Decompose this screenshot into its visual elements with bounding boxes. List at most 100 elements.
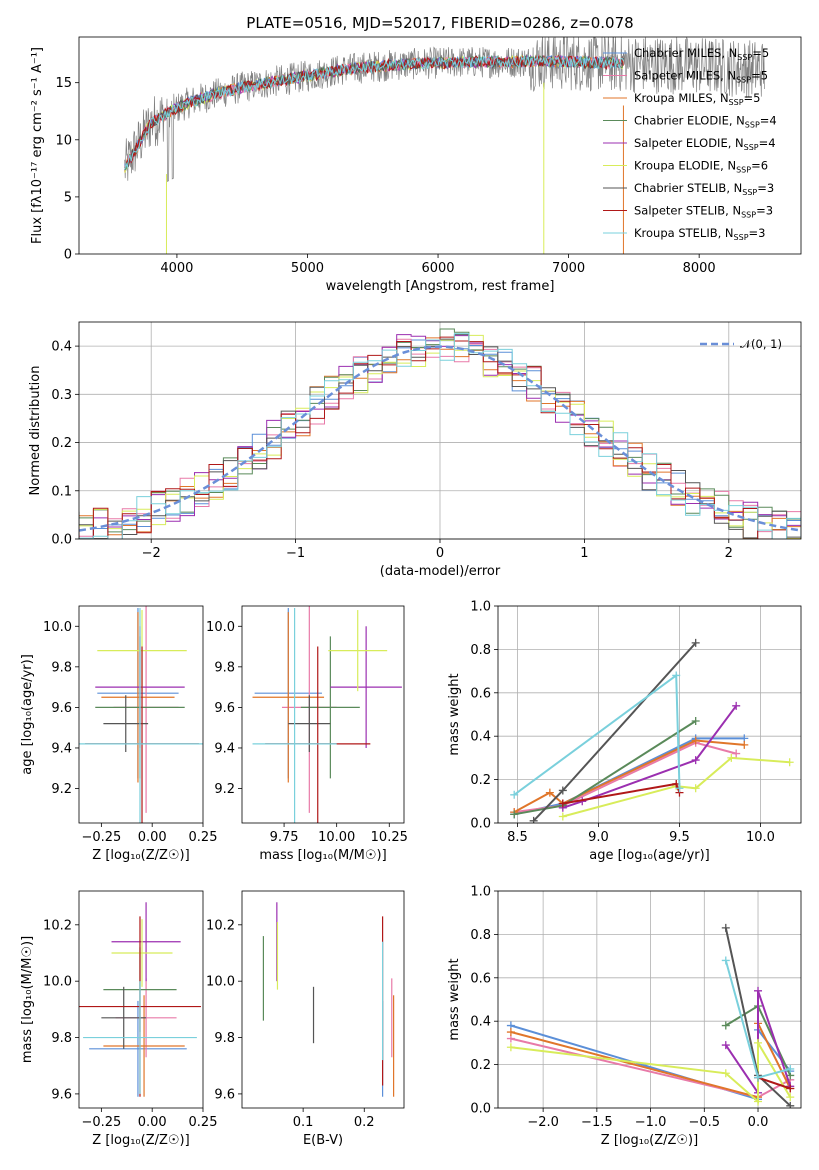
y-tick-label: 0.4	[51, 340, 72, 355]
y-axis-label: mass weight	[447, 958, 462, 1040]
weight-point-marker	[545, 788, 554, 797]
x-tick-label: 8.5	[507, 830, 528, 845]
x-tick-label: −0.5	[689, 1115, 721, 1130]
x-tick-label: −1	[286, 546, 305, 561]
x-tick-label: 2	[725, 546, 733, 561]
spectrum-panel: 4000 5000 6000 7000 8000 0 5 10 15 wavelength [An…	[30, 36, 802, 294]
weight-point-marker	[691, 756, 700, 765]
x-tick-label: 8000	[683, 261, 716, 276]
plot-frame	[497, 890, 802, 1109]
weight-point-marker	[691, 717, 700, 726]
x-tick-label: −1.5	[581, 1115, 613, 1130]
y-tick-label: 0.3	[51, 388, 72, 403]
plot-frame	[78, 321, 802, 540]
legend-label: Salpeter MILES, NSSP=5	[634, 69, 768, 85]
weight-point-marker	[691, 638, 700, 647]
y-tick-label: 0.8	[470, 928, 491, 943]
weight-series	[510, 638, 794, 823]
x-tick-label: −2.0	[527, 1115, 559, 1130]
weight-point-marker	[754, 1038, 763, 1047]
plot-frame	[241, 890, 405, 1109]
error-bars	[262, 902, 395, 1097]
y-tick-label: 10.0	[43, 620, 72, 635]
weight-point-marker	[558, 786, 567, 795]
weight-point-marker	[785, 758, 794, 767]
x-tick-label: 9.75	[270, 830, 299, 845]
weight-point-marker	[721, 1021, 730, 1030]
y-tick-label: 0	[64, 248, 72, 263]
weight-point-marker	[558, 812, 567, 821]
weight-point-marker	[691, 736, 700, 745]
x-tick-label: 10.25	[371, 830, 408, 845]
error-bars	[252, 606, 402, 823]
y-tick-label: 0.1	[51, 484, 72, 499]
histograms	[79, 328, 801, 539]
weight-point-marker	[786, 1093, 795, 1102]
x-tick-label: 9.5	[669, 830, 690, 845]
x-tick-label: 4000	[160, 261, 193, 276]
weight-point-marker	[754, 1073, 763, 1082]
x-tick-label: 0.00	[138, 830, 167, 845]
x-tick-label: 10.00	[318, 830, 355, 845]
x-axis-label: wavelength [Angstrom, rest frame]	[326, 279, 555, 294]
x-tick-label: 0.1	[293, 1115, 314, 1130]
y-axis-label: mass weight	[447, 673, 462, 755]
age-vs-mass-panel: 9.75 10.00 10.25 9.2 9.4 9.6 9.8 10.0 mass [log₁…	[206, 605, 408, 863]
model-spectrum-line	[124, 55, 624, 171]
y-tick-label: 0.4	[470, 1015, 491, 1030]
x-tick-label: −0.25	[81, 1115, 121, 1130]
plot-frame	[497, 605, 802, 824]
plot-frame	[78, 890, 204, 1109]
legend-label: Kroupa ELODIE, NSSP=6	[634, 159, 768, 175]
weight-point-marker	[786, 1084, 795, 1093]
legend-label: Salpeter STELIB, NSSP=3	[634, 204, 773, 220]
model-spectrum-line	[124, 54, 624, 170]
plot-frame	[78, 605, 204, 824]
y-tick-label: 9.6	[214, 1087, 235, 1102]
y-tick-label: 0.0	[470, 1102, 491, 1117]
weight-point-marker	[786, 1064, 795, 1073]
x-tick-label: 0.25	[189, 830, 218, 845]
y-tick-label: 9.4	[51, 741, 72, 756]
x-tick-label: 0.2	[354, 1115, 375, 1130]
spectrum-lines	[124, 37, 765, 254]
x-tick-label: −0.25	[81, 830, 121, 845]
x-tick-label: 0.25	[189, 1115, 218, 1130]
plot-frame	[241, 605, 405, 824]
x-tick-label: 0.0	[748, 1115, 769, 1130]
weight-series	[506, 923, 795, 1108]
x-tick-label: 1	[580, 546, 588, 561]
legend-label: Chabrier ELODIE, NSSP=4	[634, 114, 777, 130]
residual-histogram	[79, 333, 801, 539]
weight-series-line	[514, 741, 737, 814]
x-tick-label: 6000	[421, 261, 454, 276]
legend-label: Kroupa MILES, NSSP=5	[634, 91, 760, 107]
x-axis-label: age [log₁₀(age/yr)]	[589, 848, 710, 863]
weight-point-marker	[675, 784, 684, 793]
x-axis-label: Z [log₁₀(Z/Z☉)]	[92, 848, 189, 863]
weight-point-marker	[721, 956, 730, 965]
weight-point-marker	[721, 1041, 730, 1050]
weight-point-marker	[786, 1101, 795, 1108]
x-tick-label: 0.00	[138, 1115, 167, 1130]
y-tick-label: 9.8	[214, 1031, 235, 1046]
x-tick-label: 0	[436, 546, 444, 561]
x-tick-label: 7000	[552, 261, 585, 276]
x-axis-label: mass [log₁₀(M/M☉)]	[259, 848, 386, 863]
figure-title: PLATE=0516, MJD=52017, FIBERID=0286, z=0…	[246, 14, 633, 32]
y-tick-label: 9.2	[214, 782, 235, 797]
weight-series-line	[757, 1076, 791, 1090]
weight-point-marker	[754, 1097, 763, 1106]
spectrum-legend: Chabrier MILES, NSSP=5 Salpeter MILES, NS…	[603, 46, 777, 242]
weight-point-marker	[740, 740, 749, 749]
normal-distribution-curve	[79, 345, 801, 532]
weight-point-marker	[721, 923, 730, 932]
y-tick-label: 15	[55, 76, 72, 91]
weight-point-marker	[732, 749, 741, 758]
y-tick-label: 9.8	[51, 660, 72, 675]
weight-point-marker	[691, 784, 700, 793]
x-tick-label: 9.0	[588, 830, 609, 845]
x-axis-label: Z [log₁₀(Z/Z☉)]	[92, 1133, 189, 1148]
mass-vs-metallicity-panel: −0.25 0.00 0.25 9.6 9.8 10.0 10.2 Z [log₁₀(Z/Z☉…	[20, 890, 218, 1148]
